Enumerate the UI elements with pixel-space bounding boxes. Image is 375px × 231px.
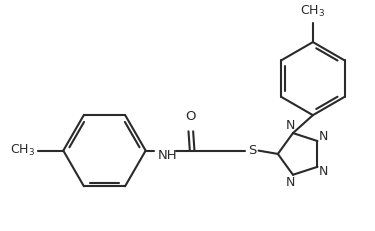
Text: N: N — [286, 176, 295, 189]
Text: CH$_3$: CH$_3$ — [300, 4, 326, 19]
Text: CH$_3$: CH$_3$ — [10, 143, 35, 158]
Text: N: N — [286, 119, 295, 132]
Text: O: O — [186, 110, 196, 123]
Text: N: N — [319, 130, 328, 143]
Text: NH: NH — [158, 149, 177, 162]
Text: N: N — [319, 165, 328, 178]
Text: S: S — [248, 144, 256, 157]
